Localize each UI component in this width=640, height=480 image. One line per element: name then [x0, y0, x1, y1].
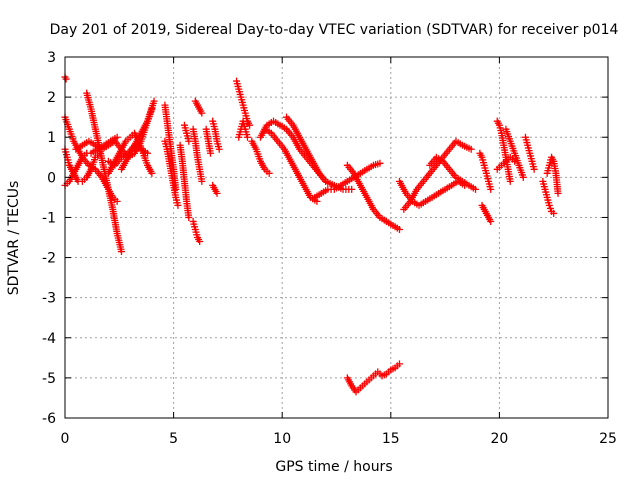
- series-arc-11: [161, 101, 180, 193]
- data-point: [172, 185, 180, 193]
- data-point: [148, 105, 156, 113]
- data-point: [196, 238, 204, 246]
- y-tick-label: -1: [42, 210, 56, 226]
- series-arc-28: [343, 360, 403, 396]
- series-arc-3: [61, 73, 70, 83]
- y-axis-label: SDTVAR / TECUs: [6, 181, 22, 296]
- y-tick-label: -6: [42, 411, 56, 427]
- y-tick-label: 0: [47, 170, 56, 186]
- data-point: [150, 97, 158, 105]
- data-point: [467, 145, 475, 153]
- series-arc-31: [426, 153, 480, 193]
- series-arc-22: [248, 137, 273, 177]
- data-point: [213, 189, 221, 197]
- data-point: [148, 169, 156, 177]
- x-axis-label: GPS time / hours: [275, 459, 392, 475]
- data-point: [198, 109, 206, 117]
- data-point: [246, 121, 254, 129]
- data-point: [376, 159, 384, 167]
- series-arc-34: [493, 117, 514, 185]
- data-point: [506, 177, 514, 185]
- series-arc-36: [493, 153, 519, 173]
- x-tick-label: 0: [61, 431, 70, 447]
- data-point: [546, 204, 554, 212]
- data-point: [265, 169, 273, 177]
- data-point: [113, 133, 121, 141]
- series-arc-27: [343, 161, 403, 233]
- series-arc-39: [543, 153, 562, 197]
- series-arc-30: [400, 137, 475, 213]
- data-point: [198, 177, 206, 185]
- data-point: [185, 137, 193, 145]
- series-arc-19: [209, 181, 221, 197]
- series-arc-5: [83, 89, 125, 256]
- data-point: [207, 149, 215, 157]
- series-arc-32: [476, 149, 495, 193]
- series-arc-16: [189, 217, 204, 246]
- series-arc-38: [539, 177, 558, 217]
- data-point: [395, 225, 403, 233]
- data-point: [487, 217, 495, 225]
- data-point: [545, 201, 553, 209]
- y-tick-label: -3: [42, 291, 56, 307]
- series-arc-9: [104, 141, 152, 169]
- data-point: [243, 133, 251, 141]
- data-point: [174, 201, 182, 209]
- series-arc-24: [261, 125, 321, 205]
- x-tick-label: 25: [599, 431, 617, 447]
- data-point: [62, 75, 70, 83]
- data-point: [530, 165, 538, 173]
- plot-frame: [64, 56, 609, 419]
- data-points: [61, 73, 562, 396]
- series-arc-37: [521, 133, 538, 173]
- series-arc-12: [176, 141, 193, 221]
- chart-title: Day 201 of 2019, Sidereal Day-to-day VTE…: [50, 22, 619, 38]
- series-arc-13: [180, 121, 193, 145]
- series-arc-21: [235, 117, 251, 141]
- data-point: [487, 185, 495, 193]
- data-point: [113, 197, 121, 205]
- x-tick-label: 10: [273, 431, 291, 447]
- y-tick-label: 3: [47, 50, 56, 66]
- gridlines: [65, 57, 608, 418]
- series-arc-18: [209, 117, 223, 153]
- data-point: [472, 185, 480, 193]
- data-point: [511, 157, 519, 165]
- series-arc-4: [61, 113, 121, 205]
- x-tick-label: 5: [169, 431, 178, 447]
- data-point: [348, 185, 356, 193]
- series-arc-14: [191, 97, 206, 117]
- data-point: [550, 209, 558, 217]
- data-point: [117, 248, 125, 256]
- x-tick-label: 15: [382, 431, 400, 447]
- series-arc-33: [478, 201, 495, 225]
- series-arc-15: [189, 125, 206, 185]
- y-tick-label: 2: [47, 90, 56, 106]
- y-tick-label: 1: [47, 130, 56, 146]
- data-point: [185, 213, 193, 221]
- data-point: [144, 149, 152, 157]
- y-tick-label: -4: [42, 331, 56, 347]
- data-point: [215, 145, 223, 153]
- data-point: [395, 360, 403, 368]
- data-point: [322, 177, 330, 185]
- series-arc-26: [311, 159, 384, 201]
- y-tick-label: -5: [42, 371, 56, 387]
- data-point: [554, 189, 562, 197]
- series-arc-25: [283, 113, 330, 185]
- axis-ticks: -6 -5 -4 -3 -2 -1 0 1 2 3 0 5 10 15 20 25: [42, 50, 617, 447]
- data-point: [519, 173, 527, 181]
- series-arc-17: [202, 125, 215, 157]
- y-tick-label: -2: [42, 251, 56, 267]
- x-tick-label: 20: [490, 431, 508, 447]
